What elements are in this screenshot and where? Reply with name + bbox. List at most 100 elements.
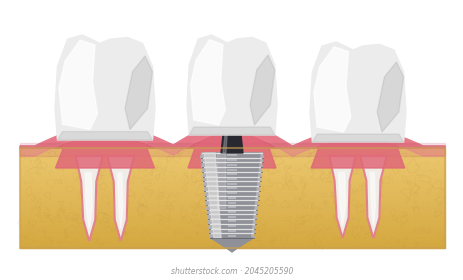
Polygon shape [207,181,218,186]
Polygon shape [107,156,134,241]
Polygon shape [201,162,263,167]
Polygon shape [212,219,220,224]
Polygon shape [85,173,92,228]
Polygon shape [212,224,252,228]
Polygon shape [76,156,103,241]
Bar [20,188,445,190]
Bar [20,165,445,168]
Polygon shape [205,191,259,195]
Polygon shape [360,156,387,238]
Bar [20,153,445,155]
Bar [20,211,445,213]
Polygon shape [212,224,220,228]
Polygon shape [187,35,277,135]
Polygon shape [211,238,253,252]
Polygon shape [338,172,345,226]
Bar [20,186,445,188]
Polygon shape [213,228,251,233]
Polygon shape [223,135,227,153]
Polygon shape [206,177,257,181]
Polygon shape [125,56,152,130]
Polygon shape [212,219,252,224]
Polygon shape [314,47,351,132]
Bar [20,216,445,218]
Polygon shape [217,153,225,208]
Polygon shape [191,40,225,125]
Polygon shape [206,167,258,172]
Polygon shape [206,205,257,210]
Bar [20,235,445,238]
Polygon shape [205,158,259,162]
Polygon shape [189,127,275,135]
Polygon shape [310,42,406,142]
Bar [20,176,445,178]
Polygon shape [250,55,275,125]
Polygon shape [311,140,405,168]
Bar [20,195,445,198]
Polygon shape [209,228,255,233]
Polygon shape [209,224,255,228]
Bar [20,198,445,200]
Polygon shape [204,153,260,158]
Polygon shape [209,195,219,200]
Bar [20,241,445,243]
Polygon shape [209,200,255,205]
Polygon shape [207,214,257,219]
Polygon shape [211,210,219,214]
Polygon shape [20,120,445,148]
Polygon shape [204,186,260,191]
Bar [20,246,445,248]
Polygon shape [118,173,123,228]
Bar [20,223,445,225]
Polygon shape [20,120,445,156]
Polygon shape [59,40,98,130]
Polygon shape [208,191,256,195]
Polygon shape [56,140,155,168]
Polygon shape [188,140,276,168]
Polygon shape [200,153,263,158]
Bar [20,151,445,153]
Bar [20,228,445,230]
Polygon shape [204,153,216,158]
Bar [20,178,445,181]
Bar [20,200,445,203]
Polygon shape [206,177,217,181]
Polygon shape [370,172,375,226]
Bar [20,181,445,183]
Bar [20,193,445,195]
Polygon shape [221,135,243,153]
Bar [20,163,445,165]
Polygon shape [209,200,219,205]
Bar [20,208,445,211]
Bar [20,160,445,163]
Polygon shape [210,233,254,238]
Polygon shape [208,186,218,191]
Polygon shape [55,35,155,140]
Polygon shape [201,158,263,162]
Polygon shape [202,167,262,172]
Bar [20,221,445,223]
Bar [20,238,445,241]
Polygon shape [210,205,254,210]
Bar [20,225,445,228]
Polygon shape [208,219,256,224]
Bar [20,171,445,173]
Polygon shape [213,228,221,233]
Bar [20,190,445,193]
Polygon shape [210,205,219,210]
Polygon shape [213,233,251,238]
Polygon shape [329,156,356,238]
Polygon shape [206,172,217,177]
Polygon shape [203,172,261,177]
Bar [20,158,445,160]
Bar [20,183,445,186]
Bar [20,230,445,233]
Polygon shape [211,214,220,219]
Bar [20,168,445,171]
Polygon shape [377,62,404,132]
Bar [20,233,445,235]
Polygon shape [208,186,256,191]
Polygon shape [208,191,218,195]
Bar [20,243,445,246]
Polygon shape [205,162,216,167]
